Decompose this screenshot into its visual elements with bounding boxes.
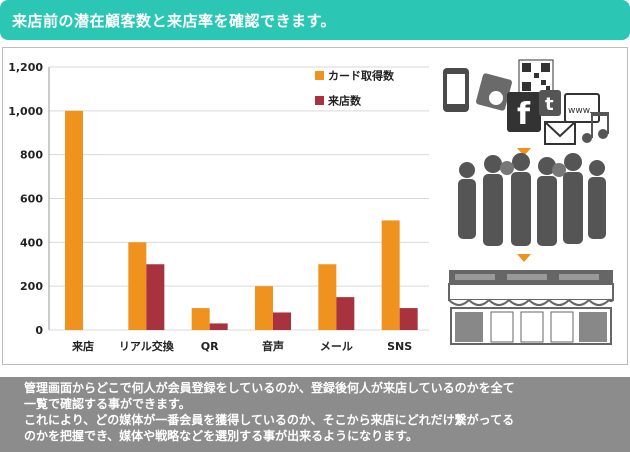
chart-panel: 0 200 400 600 800 1,000 1,200 来店 リアル交換 QR 音声 メール SN… [2,47,628,365]
legend-swatch [315,71,324,80]
legend-label: カード取得数 [328,69,395,83]
down-arrow-icon-2 [517,254,531,262]
bar-0-5 [381,220,400,330]
music-note-icon [582,112,609,143]
web-icon: www. [564,93,600,123]
crowd-icon [458,153,606,246]
legend-label: 来店数 [327,94,362,108]
bar-0-2 [191,308,210,330]
description-line-3: これにより、どの媒体が一番会員を獲得しているのか、そこから来店にどれだけ繋がって… [24,413,515,427]
description-text: 管理画面からどこで何人が会員登録をしているのか、登録後何人が来店しているのかを全… [24,380,619,444]
y-tick-label: 1,200 [8,61,43,74]
x-category-label: SNS [387,340,412,353]
x-category-label: 来店 [71,339,94,353]
smartphone-icon [443,68,469,112]
storefront-icon [448,270,614,345]
bar-1-2 [209,323,228,330]
header-banner: 来店前の潜在顧客数と来店率を確認できます。 [0,0,630,40]
bar-1-4 [336,297,355,330]
bar-chart: 0 200 400 600 800 1,000 1,200 来店 リアル交換 QR 音声 メール SN… [8,61,429,353]
page-title: 来店前の潜在顧客数と来店率を確認できます。 [12,12,337,30]
bar-1-5 [399,308,418,330]
facebook-icon: f [507,92,541,132]
x-category-label: 音声 [262,339,284,353]
svg-text:f: f [517,97,531,132]
description-panel: 管理画面からどこで何人が会員登録をしているのか、登録後何人が来店しているのかを全… [0,377,630,452]
music-player-icon [476,73,512,111]
twitter-icon: t [539,90,561,116]
y-tick-label: 600 [20,193,43,206]
description-line-4: のかを把握でき、媒体や戦略などを選別する事が出来るようになります。 [24,429,418,443]
x-category-label: メール [320,340,353,353]
promotion-illustration: f t www. [443,59,614,345]
bar-1-3 [273,312,291,330]
description-line-2: 一覧で確認する事ができます。 [24,397,191,411]
qr-code-icon [518,59,554,95]
bar-0-3 [255,286,273,330]
y-tick-label: 200 [20,280,43,293]
mail-icon [544,121,576,145]
x-category-label: リアル交換 [119,339,175,353]
y-tick-label: 800 [20,149,43,162]
legend-swatch [315,96,324,105]
svg-text:www.: www. [568,106,592,116]
y-tick-label: 1,000 [8,105,43,118]
bar-0-4 [318,264,337,330]
bar-1-1 [146,264,165,330]
x-category-label: QR [201,340,219,353]
down-arrow-icon [517,148,531,156]
description-line-1: 管理画面からどこで何人が会員登録をしているのか、登録後何人が来店しているのかを全… [24,381,515,395]
y-tick-label: 0 [35,324,43,337]
svg-text:t: t [545,94,554,115]
y-tick-label: 400 [20,236,43,249]
bar-0-1 [128,242,147,330]
bar-0-0 [65,110,83,330]
